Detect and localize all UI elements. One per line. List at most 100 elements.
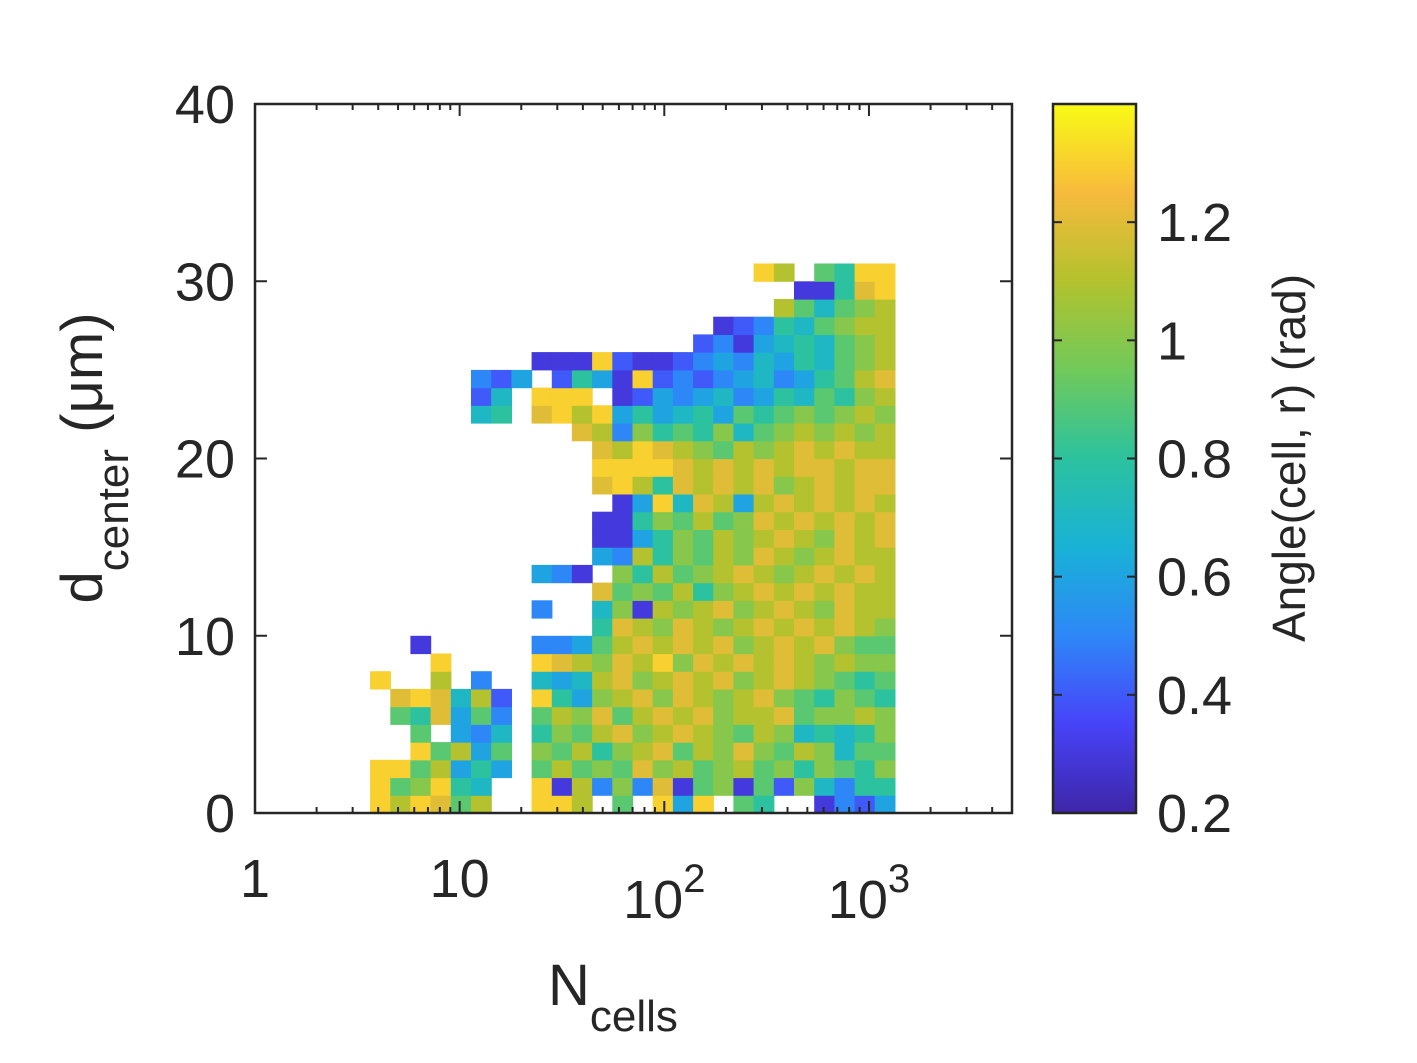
heatmap-cell [814, 263, 835, 282]
heatmap-cell [612, 511, 634, 530]
heatmap-cell [491, 759, 512, 779]
heatmap-cell [612, 600, 634, 619]
heatmap-cell [713, 547, 734, 566]
heatmap-cell [814, 316, 835, 335]
heatmap-cell [773, 724, 795, 743]
heatmap-cell [854, 742, 876, 761]
heatmap-cell [693, 635, 714, 655]
heatmap-cell [491, 688, 512, 708]
heatmap-cell [672, 423, 694, 442]
heatmap-cell [834, 564, 856, 584]
heatmap-cell [471, 724, 492, 743]
heatmap-cell [794, 600, 815, 619]
heatmap-cell [834, 635, 856, 655]
heatmap-cell [531, 671, 553, 690]
heatmap-cell [652, 369, 674, 389]
heatmap-cell [592, 777, 613, 796]
heatmap-cell [632, 440, 654, 460]
heatmap-cell [834, 263, 856, 282]
heatmap-cell [612, 635, 634, 655]
heatmap-cell [672, 405, 694, 424]
heatmap-cell [370, 759, 391, 779]
heatmap-cell [632, 724, 654, 743]
heatmap-cell [753, 600, 775, 619]
heatmap-cell [632, 511, 654, 530]
heatmap-cell [753, 476, 775, 495]
heatmap-cell [794, 281, 815, 300]
heatmap-cell [672, 564, 694, 584]
heatmap-cell [632, 618, 654, 637]
heatmap-cell [794, 706, 815, 725]
heatmap-cell [794, 387, 815, 406]
heatmap-cell [874, 369, 896, 389]
heatmap-cell [551, 671, 573, 690]
heatmap-cell [612, 369, 634, 389]
heatmap-cell [874, 582, 896, 601]
heatmap-cell [652, 476, 674, 495]
heatmap-cell [874, 688, 896, 708]
heatmap-cell [814, 458, 835, 477]
heatmap-cell [814, 759, 835, 779]
heatmap-cell [632, 458, 654, 477]
heatmap-cell [814, 547, 835, 566]
heatmap-cell [713, 476, 734, 495]
heatmap-cell [854, 352, 876, 371]
y-tick-label: 40 [175, 75, 235, 135]
heatmap-cell [693, 458, 714, 477]
heatmap-cell [733, 671, 755, 690]
heatmap-cell [733, 547, 755, 566]
colorbar-tick-label: 1 [1157, 311, 1187, 371]
heatmap-cell [693, 564, 714, 584]
heatmap-cell [814, 618, 835, 637]
heatmap-cell [612, 529, 634, 548]
heatmap-cell [632, 653, 654, 672]
heatmap-cell [874, 334, 896, 353]
heatmap-cell [753, 352, 775, 371]
heatmap-cell [874, 547, 896, 566]
heatmap-cell [854, 688, 876, 708]
heatmap-cell [814, 334, 835, 353]
heatmap-cell [571, 671, 593, 690]
heatmap-cell [753, 458, 775, 477]
heatmap-cell [672, 369, 694, 389]
heatmap-cell [652, 529, 674, 548]
heatmap-cell [531, 777, 553, 796]
heatmap-cell [753, 547, 775, 566]
heatmap-cell [713, 653, 734, 672]
y-tick-label: 30 [175, 252, 235, 312]
heatmap-cell [854, 635, 876, 655]
heatmap-cell [753, 263, 775, 282]
heatmap-cell [652, 795, 674, 814]
heatmap-cell [652, 724, 674, 743]
heatmap-cell [491, 387, 512, 406]
heatmap-cell [612, 688, 634, 708]
heatmap-cell [814, 777, 835, 796]
heatmap-cell [854, 423, 876, 442]
heatmap-cell [773, 316, 795, 335]
heatmap-cell [794, 493, 815, 513]
heatmap-cell [430, 653, 452, 672]
colorbar-ticks: 0.2 0.4 0.6 0.8 1 1.2 [1053, 193, 1232, 844]
heatmap-cell [592, 511, 613, 530]
heatmap-cell [794, 547, 815, 566]
heatmap-cell [834, 724, 856, 743]
heatmap-cell [854, 582, 876, 601]
heatmap-cell [794, 299, 815, 318]
heatmap-cell [632, 706, 654, 725]
heatmap-cell [612, 742, 634, 761]
heatmap-cell [430, 688, 452, 708]
heatmap-cell [430, 706, 452, 725]
x-tick-label: 102 [623, 857, 705, 930]
heatmap-cell [571, 653, 593, 672]
heatmap-cell [794, 618, 815, 637]
heatmap-cell [410, 759, 432, 779]
heatmap-cell [773, 582, 795, 601]
heatmap-cell [733, 742, 755, 761]
heatmap-cell [471, 387, 492, 406]
heatmap-cell [834, 458, 856, 477]
heatmap-cell [612, 387, 634, 406]
heatmap-cell [834, 369, 856, 389]
heatmap-cell [592, 635, 613, 655]
heatmap-cell [854, 795, 876, 814]
heatmap-cell [410, 742, 432, 761]
